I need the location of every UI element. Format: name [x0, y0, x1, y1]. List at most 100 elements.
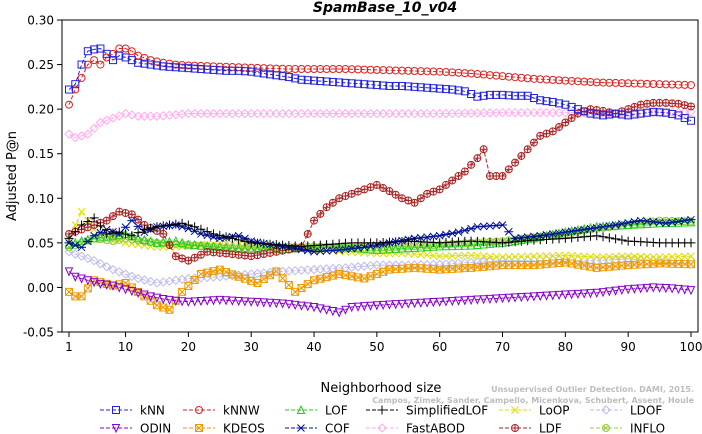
data-point-knn — [441, 85, 450, 94]
data-point-cof — [127, 216, 137, 225]
data-point-odin — [391, 300, 400, 310]
data-point-simplifiedlof — [686, 238, 696, 248]
data-point-odin — [473, 295, 482, 305]
data-point-knn — [586, 109, 595, 118]
data-point-lof — [435, 241, 444, 251]
data-point-odin — [605, 287, 614, 297]
y-tick-label-6: 0.25 — [27, 58, 54, 72]
data-point-knnw — [599, 78, 608, 87]
legend-item-loop: LoOP — [499, 404, 570, 418]
data-point-fastabod — [372, 108, 382, 119]
data-point-fastabod — [221, 108, 231, 119]
data-point-kdeos — [284, 281, 293, 290]
data-point-ldf — [416, 194, 425, 203]
data-point-ldf — [259, 250, 268, 258]
data-point-loop — [630, 252, 639, 261]
data-point-simplifiedlof — [89, 213, 99, 223]
legend-item-fastabod: FastABOD — [366, 422, 465, 434]
data-point-simplifiedlof — [77, 220, 87, 230]
legend-marker-knn — [112, 406, 120, 414]
data-point-knnw — [617, 79, 626, 88]
series-simplifiedlof — [64, 213, 696, 251]
data-point-knn — [152, 61, 161, 70]
data-point-knn — [467, 89, 476, 98]
data-point-odin — [190, 297, 199, 307]
data-point-ldof — [636, 254, 646, 265]
data-point-knn — [423, 83, 432, 92]
data-point-ldf — [467, 160, 476, 169]
data-point-odin — [397, 299, 407, 310]
y-tick-label-7: 0.30 — [27, 14, 54, 28]
data-point-loop — [523, 252, 532, 261]
data-point-lof — [391, 243, 400, 253]
data-point-cof — [340, 245, 350, 254]
data-point-fastabod — [145, 111, 156, 121]
data-point-knn — [517, 91, 526, 100]
data-point-ldof — [83, 253, 93, 264]
data-point-cof — [611, 221, 621, 229]
data-point-loop — [460, 251, 469, 260]
data-point-ldof — [108, 264, 118, 275]
data-point-knn — [203, 65, 212, 74]
data-point-ldf — [643, 99, 652, 108]
data-point-ldf — [108, 212, 117, 221]
data-point-odin — [234, 296, 243, 307]
data-point-ldof — [403, 260, 413, 270]
data-point-ldf — [529, 138, 538, 147]
data-point-knnw — [592, 78, 601, 87]
data-point-odin — [680, 285, 690, 295]
data-point-odin — [385, 300, 394, 310]
data-point-simplifiedlof — [83, 216, 93, 226]
data-point-ldf — [410, 198, 419, 207]
data-point-odin — [655, 283, 664, 293]
data-point-simplifiedlof — [139, 224, 149, 234]
data-point-ldf — [115, 207, 124, 216]
data-point-knn — [649, 107, 658, 116]
data-point-knn — [222, 66, 231, 75]
data-point-odin — [146, 292, 155, 302]
data-point-odin — [441, 297, 451, 307]
data-point-knn — [96, 44, 105, 53]
legend-item-odin: ODIN — [100, 422, 171, 434]
data-point-knn — [284, 73, 293, 82]
data-point-simplifiedlof — [95, 221, 105, 231]
data-point-knn — [555, 99, 564, 108]
legend-label-simplifiedlof: SimplifiedLOF — [406, 404, 488, 418]
data-point-ldf — [548, 127, 557, 136]
data-point-lof — [378, 244, 388, 254]
data-point-odin — [347, 303, 357, 313]
data-point-knn — [240, 67, 249, 76]
data-point-lof — [158, 237, 168, 247]
data-point-loop — [530, 252, 538, 261]
data-point-loop — [467, 251, 475, 260]
data-point-ldf — [680, 101, 689, 110]
data-point-kdeos — [687, 260, 695, 269]
data-point-cof — [334, 246, 344, 254]
data-point-simplifiedlof — [516, 236, 526, 246]
data-point-knnw — [630, 79, 639, 88]
data-point-odin — [353, 302, 363, 312]
data-point-lof — [473, 239, 482, 249]
data-point-fastabod — [271, 108, 282, 119]
data-point-knn — [416, 83, 425, 92]
data-point-odin — [121, 285, 130, 295]
data-point-odin — [265, 298, 275, 308]
data-point-lof — [77, 235, 86, 246]
data-point-lof — [416, 242, 426, 252]
legend-item-ldof: LDOF — [590, 404, 662, 418]
data-point-cof — [554, 229, 564, 237]
data-point-ldf — [127, 210, 136, 219]
data-point-knnw — [460, 69, 469, 78]
data-point-odin — [510, 293, 520, 303]
data-point-cof — [133, 222, 143, 231]
data-point-knnw — [668, 80, 677, 89]
data-point-ldof — [120, 269, 131, 279]
data-point-knn — [372, 81, 381, 90]
data-point-ldf — [498, 172, 507, 180]
data-point-loop — [599, 253, 607, 261]
data-point-simplifiedlof — [127, 231, 137, 241]
data-point-cof — [466, 224, 476, 233]
data-point-cof — [655, 218, 665, 227]
data-point-cof — [604, 222, 614, 230]
data-point-lof — [177, 237, 187, 247]
